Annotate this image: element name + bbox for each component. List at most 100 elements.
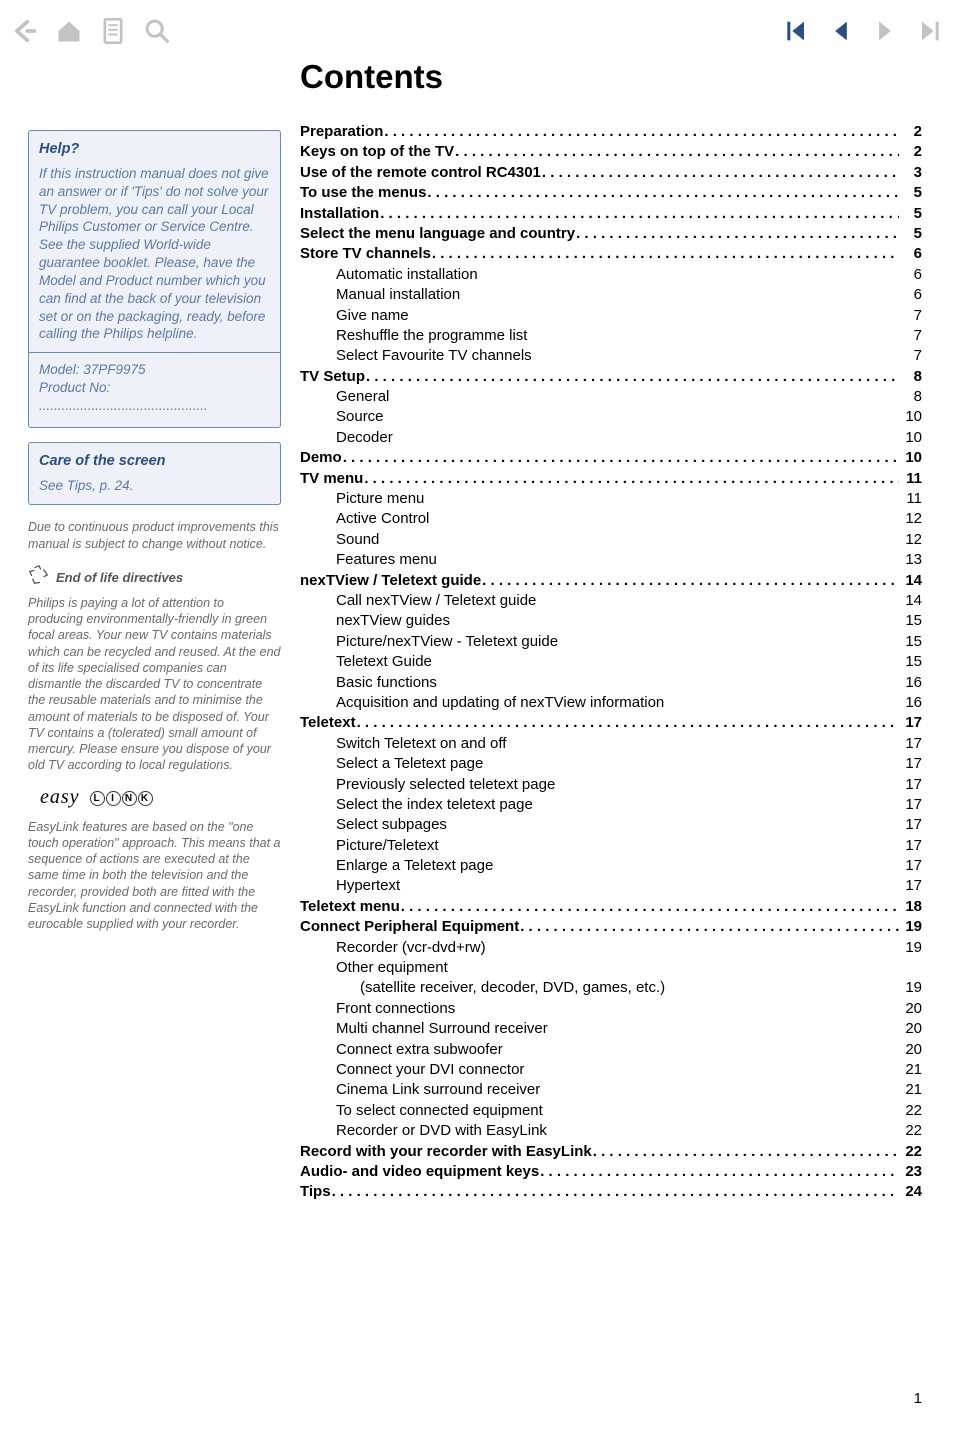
toc-line[interactable]: Features menu13 (300, 550, 922, 570)
toc-line[interactable]: Record with your recorder with EasyLink2… (300, 1142, 922, 1162)
toc-page: 22 (900, 1101, 922, 1121)
toc-line[interactable]: Reshuffle the programme list7 (300, 326, 922, 346)
toc-line[interactable]: Installation5 (300, 204, 922, 224)
toc-page: 10 (900, 428, 922, 448)
toc-line[interactable]: (satellite receiver, decoder, DVD, games… (300, 978, 922, 998)
next-page-icon[interactable] (870, 16, 900, 46)
toc-page: 21 (900, 1080, 922, 1100)
toc-line[interactable]: TV menu11 (300, 469, 922, 489)
toc-line[interactable]: Cinema Link surround receiver 21 (300, 1080, 922, 1100)
toc-line[interactable]: Select a Teletext page17 (300, 754, 922, 774)
toc-line[interactable]: Hypertext17 (300, 876, 922, 896)
toc-line[interactable]: Picture/Teletext17 (300, 836, 922, 856)
toc-page: 21 (900, 1060, 922, 1080)
nav-right-group (782, 16, 944, 46)
prev-page-icon[interactable] (826, 16, 856, 46)
home-icon[interactable] (54, 16, 84, 46)
toc-page: 16 (900, 693, 922, 713)
search-icon[interactable] (142, 16, 172, 46)
toc-label: Audio- and video equipment keys (300, 1162, 539, 1182)
toc-line[interactable]: Sound12 (300, 530, 922, 550)
toc-page: 5 (900, 224, 922, 244)
toc-line[interactable]: Other equipment (300, 958, 922, 978)
toc-label: Active Control (300, 509, 429, 529)
toc-line[interactable]: Tips24 (300, 1182, 922, 1202)
toc-line[interactable]: Preparation2 (300, 122, 922, 142)
toc-line[interactable]: Select subpages17 (300, 815, 922, 835)
toc-label: Recorder or DVD with EasyLink (300, 1121, 547, 1141)
toc-line[interactable]: Recorder (vcr-dvd+rw)19 (300, 938, 922, 958)
toc-line[interactable]: Front connections20 (300, 999, 922, 1019)
toc-label: Cinema Link surround receiver (300, 1080, 540, 1100)
toc-line[interactable]: Keys on top of the TV2 (300, 142, 922, 162)
toc-line[interactable]: Active Control12 (300, 509, 922, 529)
toc-line[interactable]: Demo10 (300, 448, 922, 468)
eol-title: End of life directives (56, 570, 183, 585)
toc-line[interactable]: Acquisition and updating of nexTView inf… (300, 693, 922, 713)
toc-line[interactable]: Teletext menu18 (300, 897, 922, 917)
toc-line[interactable]: Enlarge a Teletext page17 (300, 856, 922, 876)
toc-label: General (300, 387, 389, 407)
page-title: Contents (300, 58, 443, 96)
toc-line[interactable]: TV Setup8 (300, 367, 922, 387)
toc-dots (427, 183, 899, 203)
toc-line[interactable]: Previously selected teletext page17 (300, 775, 922, 795)
toc-line[interactable]: nexTView guides15 (300, 611, 922, 631)
toc-line[interactable]: Use of the remote control RC43013 (300, 163, 922, 183)
toc-page: 16 (900, 673, 922, 693)
toc-label: Call nexTView / Teletext guide (300, 591, 536, 611)
care-body: See Tips, p. 24. (39, 477, 270, 495)
toc-line[interactable]: General8 (300, 387, 922, 407)
toc-dots (542, 163, 899, 183)
toc-label: To select connected equipment (300, 1101, 543, 1121)
toc-label: Keys on top of the TV (300, 142, 454, 162)
toc-line[interactable]: Recorder or DVD with EasyLink22 (300, 1121, 922, 1141)
toc-line[interactable]: Teletext17 (300, 713, 922, 733)
toc-page: 2 (900, 122, 922, 142)
easylink-letters: L I N K (90, 791, 153, 806)
toc-label: TV menu (300, 469, 363, 489)
toc-line[interactable]: Manual installation6 (300, 285, 922, 305)
toc-label: To use the menus (300, 183, 426, 203)
toc-line[interactable]: Picture/nexTView - Teletext guide15 (300, 632, 922, 652)
back-icon[interactable] (10, 16, 40, 46)
toc-line[interactable]: Select Favourite TV channels7 (300, 346, 922, 366)
toc-line[interactable]: Call nexTView / Teletext guide14 (300, 591, 922, 611)
toc-label: Picture/nexTView - Teletext guide (300, 632, 558, 652)
toc-label: Record with your recorder with EasyLink (300, 1142, 592, 1162)
toc-label: Connect Peripheral Equipment (300, 917, 519, 937)
toc-line[interactable]: Select the menu language and country5 (300, 224, 922, 244)
toc-line[interactable]: Connect extra subwoofer20 (300, 1040, 922, 1060)
toc-line[interactable]: Connect your DVI connector21 (300, 1060, 922, 1080)
left-sidebar: Help? If this instruction manual does no… (28, 130, 281, 944)
toc-label: Multi channel Surround receiver (300, 1019, 548, 1039)
notice-para: Due to continuous product improvements t… (28, 519, 281, 552)
toc-line[interactable]: Decoder10 (300, 428, 922, 448)
toc-line[interactable]: Automatic installation6 (300, 265, 922, 285)
nav-left-group (10, 16, 172, 46)
toc-line[interactable]: nexTView / Teletext guide14 (300, 571, 922, 591)
toc-line[interactable]: Source10 (300, 407, 922, 427)
toc-line[interactable]: Picture menu11 (300, 489, 922, 509)
toc-line[interactable]: To select connected equipment 22 (300, 1101, 922, 1121)
toc-line[interactable]: Basic functions16 (300, 673, 922, 693)
toc-line[interactable]: Teletext Guide15 (300, 652, 922, 672)
toc-line[interactable]: Switch Teletext on and off17 (300, 734, 922, 754)
care-title: Care of the screen (39, 453, 270, 469)
toc-label: Tips (300, 1182, 331, 1202)
first-page-icon[interactable] (782, 16, 812, 46)
toc-line[interactable]: Give name7 (300, 306, 922, 326)
toc-line[interactable]: To use the menus5 (300, 183, 922, 203)
toc-line[interactable]: Store TV channels6 (300, 244, 922, 264)
easylink-body: EasyLink features are based on the "one … (28, 819, 281, 933)
help-title: Help? (39, 141, 270, 157)
document-icon[interactable] (98, 16, 128, 46)
toc-line[interactable]: Select the index teletext page17 (300, 795, 922, 815)
last-page-icon[interactable] (914, 16, 944, 46)
toc-page: 6 (900, 244, 922, 264)
toc-line[interactable]: Connect Peripheral Equipment19 (300, 917, 922, 937)
toc-label: Other equipment (300, 958, 448, 978)
toc-line[interactable]: Audio- and video equipment keys23 (300, 1162, 922, 1182)
toc-line[interactable]: Multi channel Surround receiver20 (300, 1019, 922, 1039)
toc-dots (343, 448, 899, 468)
